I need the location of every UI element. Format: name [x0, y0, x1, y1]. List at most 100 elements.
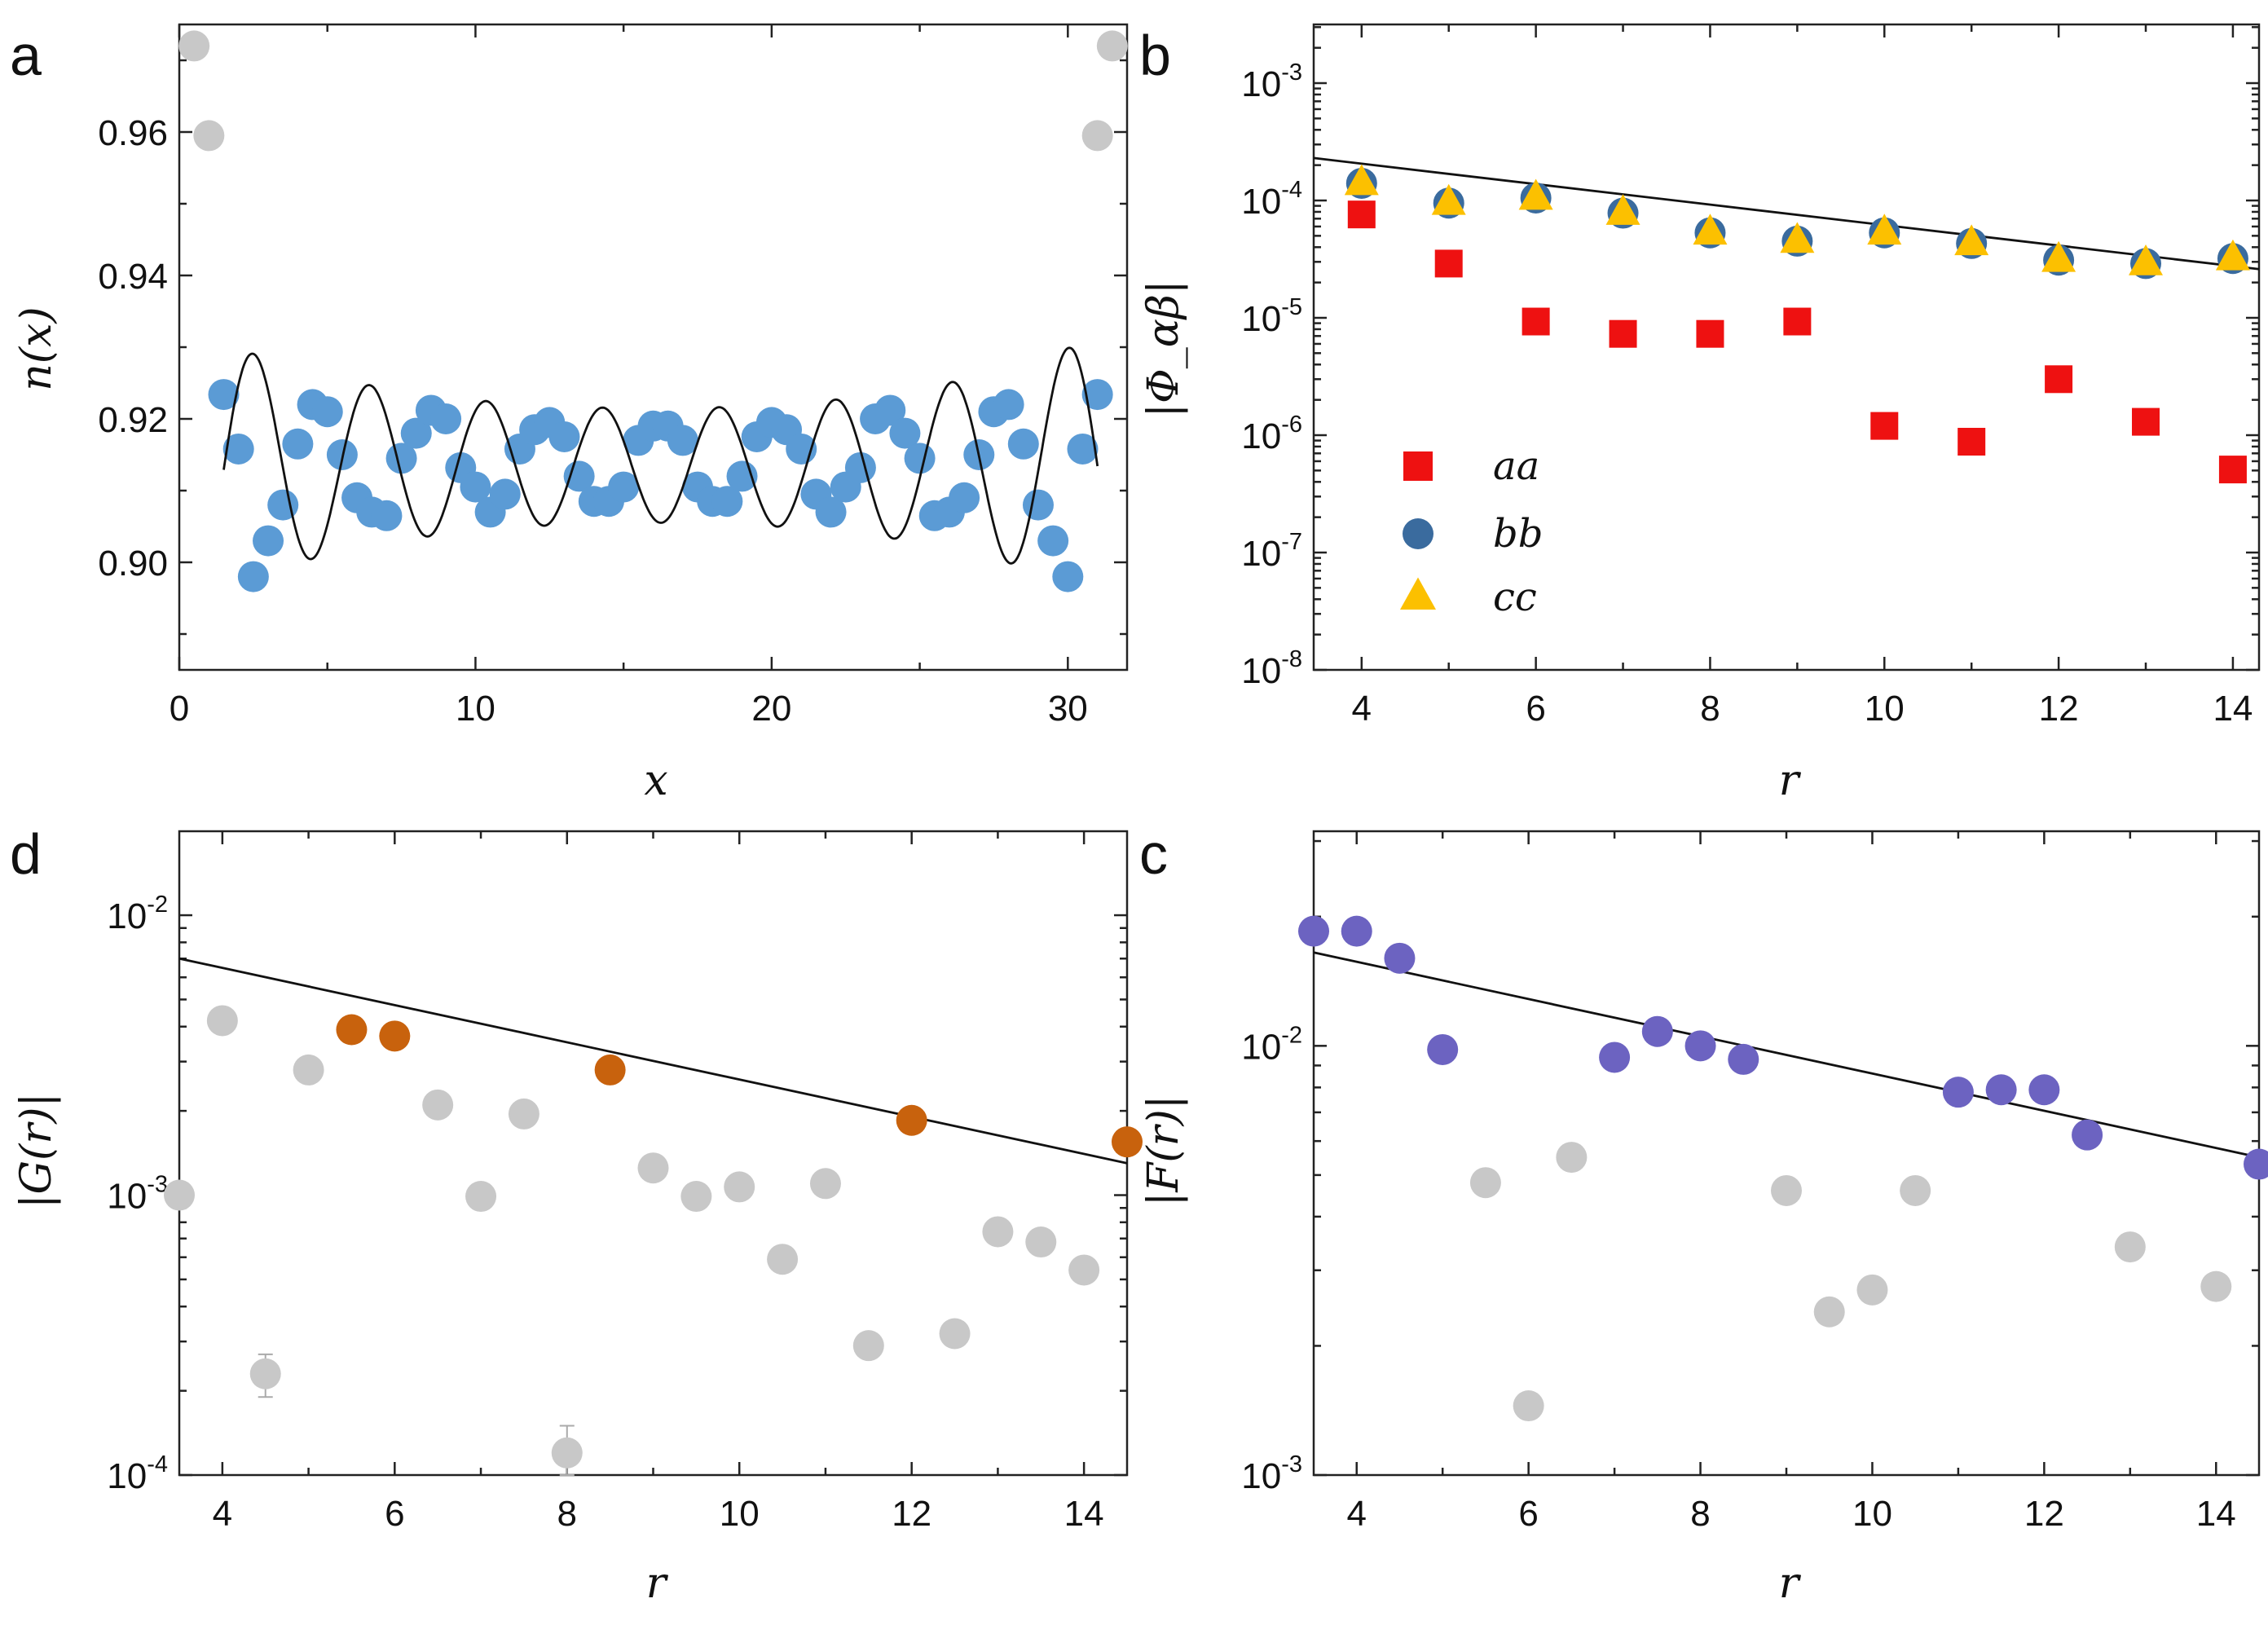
- aa-data-point: [1522, 307, 1550, 336]
- other-data-point: [2200, 1270, 2232, 1302]
- density-data-point: [1022, 489, 1054, 521]
- x-axis-label: x: [644, 756, 667, 805]
- x-tick-label: 10: [1865, 689, 1905, 729]
- y-tick-label: 10-2: [1241, 1022, 1302, 1067]
- x-tick-label: 20: [751, 689, 791, 729]
- y-tick-exponent: -4: [147, 1451, 168, 1477]
- density-data-point: [253, 525, 284, 557]
- selected-data-point: [2028, 1074, 2060, 1106]
- density-data-point: [815, 496, 847, 528]
- aa-data-point: [1609, 319, 1637, 348]
- other-data-point: [1068, 1254, 1100, 1286]
- x-tick-label: 4: [213, 1494, 232, 1534]
- aa-data-point: [1434, 249, 1463, 278]
- x-tick-label: 30: [1048, 689, 1088, 729]
- y-tick-label: 10-2: [107, 892, 168, 936]
- density-data-point: [371, 500, 403, 531]
- panel-letter: d: [10, 822, 42, 886]
- y-tick-label: 10-3: [107, 1172, 168, 1217]
- density-data-point: [1007, 428, 1039, 460]
- cc-data-point: [1605, 194, 1640, 225]
- cc-data-point: [1693, 214, 1728, 245]
- other-data-point: [809, 1168, 841, 1200]
- cc-data-point: [1780, 222, 1815, 253]
- density-data-point: [311, 396, 343, 428]
- y-tick-base: 10: [1241, 299, 1281, 339]
- x-tick-label: 10: [1852, 1494, 1892, 1534]
- other-data-point: [465, 1181, 497, 1213]
- y-tick-base: 10: [1241, 64, 1281, 104]
- y-tick-label: 0.90: [98, 544, 168, 584]
- y-tick-base: 10: [107, 1177, 147, 1217]
- y-tick-label: 10-7: [1241, 529, 1302, 574]
- x-tick-label: 14: [1064, 1494, 1104, 1534]
- other-data-point: [939, 1318, 971, 1350]
- selected-data-point: [594, 1054, 626, 1086]
- density-data-point: [267, 489, 299, 521]
- y-axis-label: n(x): [12, 306, 61, 390]
- legend-label-cc: cc: [1493, 575, 1537, 620]
- aa-data-point: [1870, 412, 1899, 440]
- y-tick-exponent: -7: [1281, 529, 1302, 555]
- legend: aa bb cc: [1400, 443, 1543, 620]
- aa-data-point: [1696, 319, 1724, 348]
- other-data-point: [637, 1152, 669, 1184]
- fit-line: [178, 957, 1128, 1165]
- selected-data-point: [1341, 915, 1372, 947]
- cc-data-point: [1518, 178, 1553, 210]
- other-data-point: [551, 1437, 583, 1469]
- density-data-point: [667, 425, 698, 456]
- density-data-point: [1081, 379, 1113, 411]
- other-data-point: [852, 1330, 884, 1362]
- y-tick-exponent: -5: [1281, 294, 1302, 320]
- x-tick-label: 10: [720, 1494, 760, 1534]
- fit-curve: [222, 346, 1099, 565]
- other-data-point: [2114, 1231, 2146, 1263]
- y-tick-base: 10: [1241, 182, 1281, 222]
- selected-data-point: [2244, 1148, 2268, 1180]
- fit-line: [1313, 951, 2260, 1159]
- panel-b: 4 6 8 10 12 1410-810-710-610-510-410-3aabbccb…: [1139, 23, 2261, 805]
- y-tick-exponent: -4: [1281, 177, 1302, 203]
- edge-data-point: [193, 120, 225, 152]
- y-tick-label: 10-4: [107, 1451, 168, 1496]
- y-tick-exponent: -3: [1281, 1451, 1302, 1477]
- other-data-point: [680, 1181, 712, 1213]
- aa-data-point: [2045, 365, 2073, 394]
- x-tick-label: 6: [1526, 689, 1545, 729]
- other-data-point: [249, 1358, 281, 1389]
- density-data-point: [608, 471, 640, 503]
- selected-data-point: [2072, 1119, 2103, 1151]
- y-tick-label: 10-4: [1241, 177, 1302, 222]
- selected-data-point: [896, 1104, 927, 1136]
- selected-data-point: [379, 1020, 411, 1052]
- other-data-point: [293, 1054, 324, 1086]
- plot-frame: [1312, 23, 2261, 672]
- density-data-point: [237, 561, 269, 592]
- density-data-point: [282, 428, 314, 460]
- density-data-point: [489, 478, 521, 510]
- y-tick-label: 0.96: [98, 113, 168, 153]
- x-axis-label: r: [1779, 1559, 1802, 1608]
- y-tick-label: 0.94: [98, 257, 168, 297]
- x-tick-label: 12: [2039, 689, 2079, 729]
- cc-data-point: [1954, 224, 1989, 256]
- other-data-point: [164, 1179, 195, 1211]
- selected-data-point: [1384, 942, 1416, 974]
- aa-data-point: [1783, 307, 1812, 336]
- density-data-point: [460, 471, 491, 503]
- y-axis-label: |Φ_αβ|: [1139, 280, 1188, 418]
- density-data-point: [711, 486, 743, 517]
- cc-data-point: [1867, 214, 1902, 245]
- y-axis-label: |F(r)|: [1139, 1095, 1188, 1207]
- density-data-point: [1037, 525, 1069, 557]
- x-tick-label: 4: [1352, 689, 1372, 729]
- other-data-point: [1771, 1174, 1802, 1206]
- fit-line: [1313, 156, 2260, 271]
- plot-frame: [178, 23, 1129, 672]
- plot-frame: [1312, 830, 2261, 1477]
- selected-data-point: [1728, 1043, 1759, 1075]
- y-tick-exponent: -8: [1281, 646, 1302, 672]
- x-tick-label: 6: [385, 1494, 404, 1534]
